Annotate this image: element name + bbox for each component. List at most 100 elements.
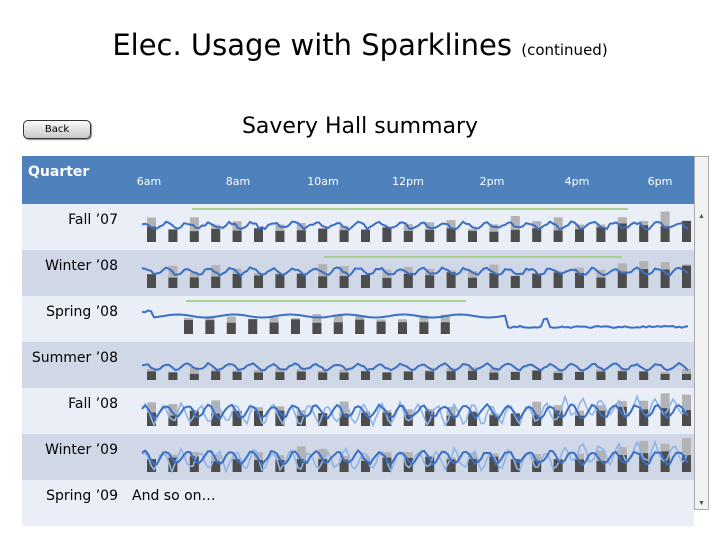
usage-bar-dark — [489, 456, 499, 472]
usage-bar-dark — [211, 461, 221, 472]
usage-bar-dark — [425, 275, 435, 288]
sparkline — [141, 208, 691, 242]
usage-bar-dark — [275, 230, 285, 242]
usage-bar-dark — [596, 371, 606, 380]
usage-bar-dark — [489, 273, 499, 288]
sparkline — [141, 256, 691, 288]
usage-bar-dark — [617, 371, 627, 380]
usage-bar-dark — [532, 228, 542, 242]
usage-bar-dark — [147, 371, 156, 380]
usage-bar-dark — [403, 457, 413, 472]
usage-bar-dark — [553, 272, 563, 288]
usage-bar-dark — [339, 372, 349, 380]
usage-bar-dark — [184, 320, 193, 334]
usage-bar-dark — [468, 230, 477, 242]
usage-bar-dark — [232, 410, 242, 426]
usage-bar-dark — [211, 228, 221, 242]
sparkline — [141, 393, 691, 428]
usage-bar-dark — [382, 412, 392, 426]
usage-bar-dark — [510, 413, 520, 426]
usage-bar-dark — [254, 460, 263, 472]
usage-bar-dark — [553, 373, 563, 380]
usage-bar-dark — [361, 274, 370, 288]
quarter-row-fall-08: Fall ’08 — [22, 388, 694, 434]
usage-bar-dark — [232, 371, 242, 380]
usage-bar-dark — [291, 319, 300, 334]
quarter-row-summer-08: Summer ’08 — [22, 342, 694, 388]
usage-bar-dark — [382, 457, 392, 472]
usage-bar-dark — [361, 412, 370, 426]
usage-bar-dark — [468, 412, 477, 426]
usage-bar-light — [318, 264, 328, 288]
back-button[interactable]: Back — [23, 120, 91, 139]
usage-bar-dark — [296, 273, 306, 288]
usage-bar-dark — [189, 410, 199, 426]
usage-bar-dark — [682, 410, 691, 426]
usage-bar-dark — [211, 413, 221, 426]
usage-bar-dark — [639, 409, 649, 426]
usage-bar-dark — [510, 371, 520, 380]
usage-bar-dark — [403, 273, 413, 288]
usage-bar-dark — [596, 410, 606, 426]
secondary-sparkline — [141, 439, 689, 475]
quarter-row-winter-09: Winter ’09 — [22, 434, 694, 480]
usage-bar-dark — [254, 410, 263, 426]
usage-bar-dark — [682, 220, 691, 242]
usage-bar-dark — [339, 276, 349, 288]
time-label: 6am — [136, 175, 162, 188]
usage-bar-dark — [205, 320, 215, 334]
usage-bar-dark — [660, 408, 670, 426]
row-label: Winter ’09 — [45, 442, 118, 458]
usage-bar-dark — [147, 226, 156, 242]
usage-bar-light — [532, 401, 542, 426]
time-label: 8am — [225, 175, 251, 188]
usage-bar-dark — [318, 459, 328, 472]
row-label: Fall ’08 — [68, 396, 118, 412]
usage-bar-dark — [510, 229, 520, 242]
usage-bar-dark — [248, 319, 258, 334]
usage-bar-dark — [575, 459, 584, 472]
usage-bar-dark — [553, 459, 563, 472]
usage-bar-light — [211, 265, 221, 288]
usage-bar-dark — [575, 415, 584, 426]
time-label: 12pm — [392, 175, 424, 188]
usage-bar-light — [189, 367, 199, 380]
usage-bar-dark — [617, 406, 627, 426]
usage-bar-dark — [660, 269, 670, 288]
scroll-up-arrow-icon[interactable]: ▲ — [698, 213, 705, 220]
usage-bar-dark — [489, 415, 499, 426]
usage-bar-dark — [232, 459, 242, 472]
sparkline — [141, 361, 691, 380]
usage-bar-dark — [361, 229, 370, 242]
usage-bar-dark — [318, 228, 328, 242]
usage-bar-dark — [312, 322, 322, 334]
usage-bar-dark — [168, 457, 178, 472]
usage-bar-dark — [318, 372, 328, 380]
usage-bar-dark — [339, 459, 349, 472]
usage-bar-light — [510, 216, 520, 242]
usage-bar-dark — [147, 274, 156, 288]
vertical-scrollbar[interactable]: ▲ ▼ — [694, 156, 709, 510]
usage-bar-dark — [468, 458, 477, 472]
usage-sparkline — [141, 220, 689, 231]
usage-bar-dark — [333, 322, 343, 334]
usage-bar-dark — [382, 227, 392, 242]
usage-bar-dark — [275, 460, 285, 472]
usage-bar-dark — [446, 459, 456, 472]
secondary-sparkline — [141, 393, 689, 428]
usage-bar-dark — [275, 372, 285, 380]
usage-bar-dark — [254, 372, 263, 380]
usage-bar-dark — [339, 230, 349, 242]
usage-bar-light — [553, 217, 563, 242]
scroll-down-arrow-icon[interactable]: ▼ — [698, 500, 705, 507]
usage-sparkline — [141, 309, 689, 329]
usage-bar-dark — [682, 373, 691, 380]
row-label: Summer ’08 — [31, 350, 118, 366]
usage-bar-dark — [382, 372, 392, 380]
usage-bar-dark — [226, 322, 236, 334]
continuation-text: And so on… — [132, 488, 216, 504]
usage-bar-dark — [617, 271, 627, 288]
usage-bar-dark — [446, 371, 456, 380]
usage-bar-dark — [376, 321, 386, 334]
usage-bar-dark — [269, 322, 279, 334]
